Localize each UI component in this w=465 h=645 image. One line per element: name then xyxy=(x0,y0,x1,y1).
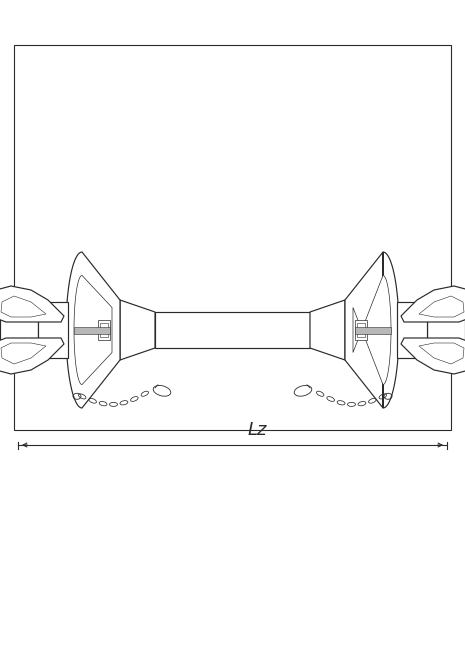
Polygon shape xyxy=(0,286,64,322)
Polygon shape xyxy=(74,275,112,384)
Polygon shape xyxy=(120,300,155,360)
Bar xyxy=(355,326,391,333)
Bar xyxy=(98,320,110,340)
Bar xyxy=(0,302,38,358)
Polygon shape xyxy=(1,343,46,364)
Bar xyxy=(74,326,110,333)
Bar xyxy=(397,302,427,358)
Bar xyxy=(355,320,367,340)
Bar xyxy=(14,45,451,430)
Bar xyxy=(155,312,310,348)
Bar xyxy=(100,323,108,337)
Bar xyxy=(357,323,365,337)
Polygon shape xyxy=(419,296,464,317)
Bar xyxy=(427,302,465,358)
Polygon shape xyxy=(401,338,465,374)
Text: Lz: Lz xyxy=(248,421,267,439)
Polygon shape xyxy=(0,338,64,374)
Polygon shape xyxy=(401,286,465,322)
Polygon shape xyxy=(1,296,46,317)
Bar xyxy=(38,302,68,358)
Polygon shape xyxy=(419,343,464,364)
Polygon shape xyxy=(310,300,345,360)
Polygon shape xyxy=(66,252,120,408)
Polygon shape xyxy=(353,275,391,384)
Polygon shape xyxy=(345,252,399,408)
